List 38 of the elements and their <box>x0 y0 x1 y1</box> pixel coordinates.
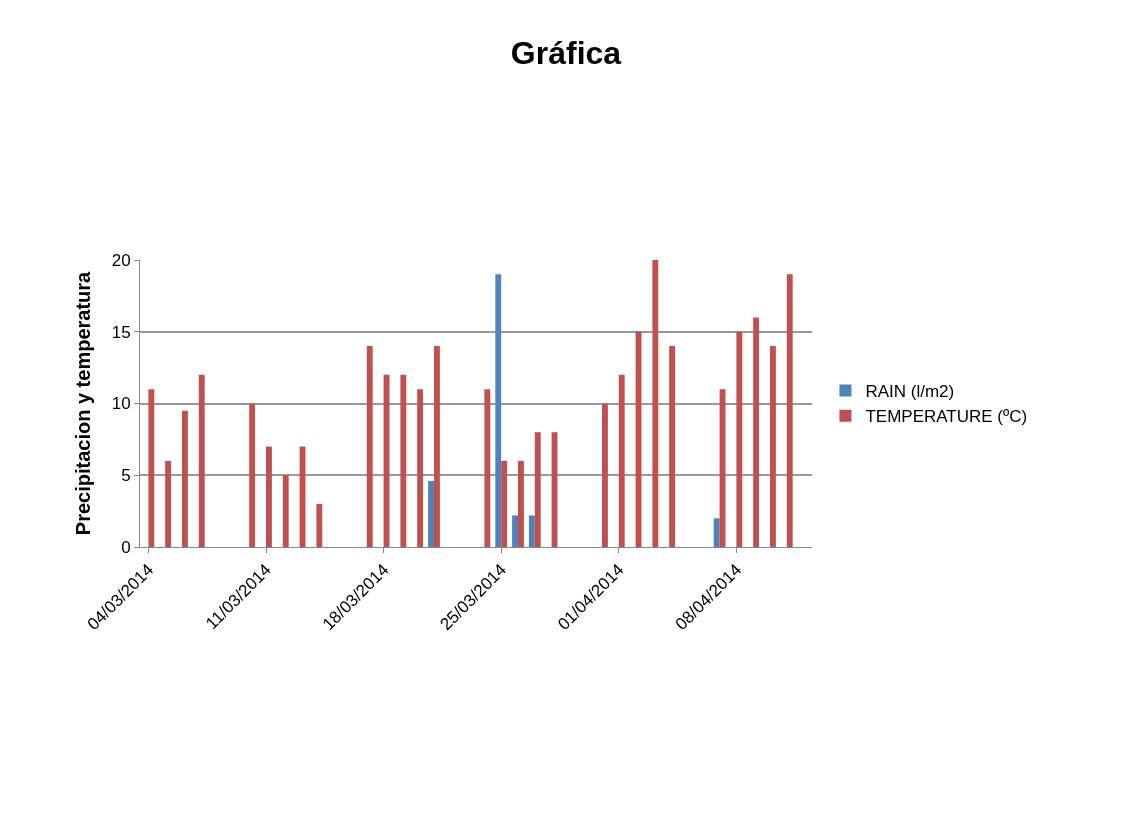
bar <box>484 389 491 547</box>
y-tick-label: 5 <box>121 466 131 486</box>
y-tick-label: 0 <box>121 537 131 557</box>
bar <box>400 374 407 547</box>
bar <box>501 460 508 547</box>
y-tick-label: 15 <box>111 322 131 342</box>
bar <box>652 260 659 547</box>
y-tick-label: 10 <box>111 394 131 414</box>
bar <box>417 389 424 547</box>
y-axis-title: Precipitacion y temperatura <box>72 270 95 536</box>
legend-label: TEMPERATURE (ºC) <box>865 407 1028 427</box>
bar <box>512 515 518 547</box>
bar <box>618 374 625 547</box>
chart-title: Gráfica <box>510 34 622 71</box>
bar <box>736 331 743 547</box>
bar <box>148 389 155 547</box>
bar <box>434 346 440 547</box>
bar <box>165 460 172 547</box>
bar <box>249 403 256 547</box>
bar <box>182 410 188 547</box>
bar <box>366 346 373 547</box>
bar <box>713 518 720 547</box>
bar <box>786 274 793 547</box>
bar <box>282 475 289 547</box>
bar <box>266 446 272 547</box>
bar <box>753 317 760 547</box>
legend-label: RAIN (l/m2) <box>865 382 955 402</box>
bar <box>316 503 323 547</box>
bar <box>198 374 205 547</box>
bar <box>495 274 502 547</box>
bar <box>528 515 535 547</box>
bar <box>770 346 776 547</box>
bar <box>428 480 434 547</box>
bar <box>669 346 676 547</box>
bar <box>518 460 524 547</box>
bar <box>534 432 541 547</box>
bar <box>602 403 608 547</box>
y-tick-label: 20 <box>111 250 131 270</box>
